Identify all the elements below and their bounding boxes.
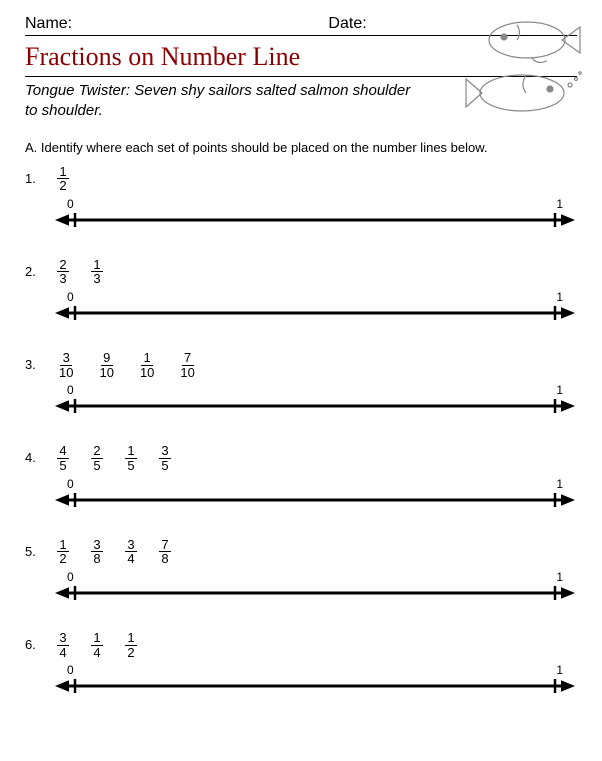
fraction-list: 1 2 3 8 3 4 7 8	[53, 538, 577, 566]
numberline-svg	[53, 209, 577, 231]
numberline-svg	[53, 675, 577, 697]
problem-body: 1 2 3 8 3 4 7 8 0 1	[53, 538, 577, 625]
date-label: Date:	[328, 15, 366, 32]
fraction: 1 10	[138, 351, 156, 379]
fraction-list: 3 4 1 4 1 2	[53, 631, 577, 659]
fraction-list: 2 3 1 3	[53, 258, 577, 286]
fraction-denominator: 8	[159, 552, 171, 566]
numberline-svg	[53, 302, 577, 324]
fraction-denominator: 3	[91, 272, 103, 286]
fraction: 1 3	[91, 258, 103, 286]
fraction-denominator: 5	[57, 459, 69, 473]
problems-list: 1. 1 2 0 1 2. 2 3 1	[25, 165, 577, 719]
problem-row: 6. 3 4 1 4 1 2 0 1	[25, 631, 577, 718]
fraction: 2 5	[91, 444, 103, 472]
fraction-numerator: 3	[91, 538, 103, 553]
fraction: 2 3	[57, 258, 69, 286]
fraction-numerator: 3	[125, 538, 137, 553]
fraction-numerator: 1	[125, 631, 137, 646]
fraction-numerator: 1	[91, 258, 103, 273]
fraction-numerator: 1	[57, 165, 69, 180]
numberline-wrap: 0 1	[53, 383, 577, 422]
fraction-numerator: 1	[125, 444, 137, 459]
fraction-denominator: 8	[91, 552, 103, 566]
fraction-numerator: 3	[60, 351, 72, 366]
numberline-svg	[53, 582, 577, 604]
fraction-denominator: 4	[91, 646, 103, 660]
problem-body: 2 3 1 3 0 1	[53, 258, 577, 345]
problem-body: 3 4 1 4 1 2 0 1	[53, 631, 577, 718]
numberline-wrap: 0 1	[53, 197, 577, 236]
fraction-denominator: 10	[138, 366, 156, 380]
fraction-numerator: 1	[57, 538, 69, 553]
problem-number: 3.	[25, 351, 53, 438]
fraction: 1 2	[125, 631, 137, 659]
fraction-denominator: 2	[57, 552, 69, 566]
fraction: 3 4	[125, 538, 137, 566]
problem-number: 5.	[25, 538, 53, 625]
fraction-denominator: 4	[57, 646, 69, 660]
fraction-denominator: 2	[57, 179, 69, 193]
fish-decoration	[462, 15, 592, 130]
fraction-numerator: 2	[91, 444, 103, 459]
fraction-numerator: 2	[57, 258, 69, 273]
fraction-denominator: 2	[125, 646, 137, 660]
fraction-denominator: 5	[91, 459, 103, 473]
problem-body: 4 5 2 5 1 5 3 5 0 1	[53, 444, 577, 531]
numberline-wrap: 0 1	[53, 570, 577, 609]
numberline-svg	[53, 489, 577, 511]
fraction: 3 5	[159, 444, 171, 472]
fraction-denominator: 10	[178, 366, 196, 380]
fraction-denominator: 10	[57, 366, 75, 380]
problem-number: 6.	[25, 631, 53, 718]
fraction-numerator: 7	[159, 538, 171, 553]
problem-number: 2.	[25, 258, 53, 345]
problem-row: 4. 4 5 2 5 1 5 3 5 0 1	[25, 444, 577, 531]
fraction: 3 10	[57, 351, 75, 379]
fraction: 9 10	[97, 351, 115, 379]
numberline-wrap: 0 1	[53, 290, 577, 329]
problem-number: 4.	[25, 444, 53, 531]
tongue-twister: Tongue Twister: Seven shy sailors salted…	[25, 81, 425, 122]
fraction: 4 5	[57, 444, 69, 472]
fraction-numerator: 9	[101, 351, 113, 366]
fraction-list: 1 2	[53, 165, 577, 193]
problem-row: 3. 3 10 9 10 1 10 7 10 0 1	[25, 351, 577, 438]
problem-body: 1 2 0 1	[53, 165, 577, 252]
fraction-numerator: 7	[182, 351, 194, 366]
section-label: A. Identify where each set of points sho…	[25, 140, 577, 155]
fraction: 1 4	[91, 631, 103, 659]
problem-body: 3 10 9 10 1 10 7 10 0 1	[53, 351, 577, 438]
fraction-denominator: 10	[97, 366, 115, 380]
problem-row: 5. 1 2 3 8 3 4 7 8 0 1	[25, 538, 577, 625]
numberline-wrap: 0 1	[53, 477, 577, 516]
fraction: 1 2	[57, 165, 69, 193]
fraction-numerator: 1	[141, 351, 153, 366]
numberline-svg	[53, 395, 577, 417]
fraction-numerator: 3	[57, 631, 69, 646]
fraction: 1 5	[125, 444, 137, 472]
fraction: 7 8	[159, 538, 171, 566]
problem-row: 1. 1 2 0 1	[25, 165, 577, 252]
numberline-wrap: 0 1	[53, 663, 577, 702]
fraction-numerator: 4	[57, 444, 69, 459]
fraction: 3 8	[91, 538, 103, 566]
fraction-denominator: 5	[159, 459, 171, 473]
fraction-list: 4 5 2 5 1 5 3 5	[53, 444, 577, 472]
fraction-list: 3 10 9 10 1 10 7 10	[53, 351, 577, 379]
fraction-denominator: 3	[57, 272, 69, 286]
fraction: 7 10	[178, 351, 196, 379]
fraction-denominator: 5	[125, 459, 137, 473]
fraction-numerator: 1	[91, 631, 103, 646]
fraction: 1 2	[57, 538, 69, 566]
problem-row: 2. 2 3 1 3 0 1	[25, 258, 577, 345]
fraction-denominator: 4	[125, 552, 137, 566]
name-label: Name:	[25, 15, 72, 32]
fraction-numerator: 3	[159, 444, 171, 459]
fraction: 3 4	[57, 631, 69, 659]
problem-number: 1.	[25, 165, 53, 252]
